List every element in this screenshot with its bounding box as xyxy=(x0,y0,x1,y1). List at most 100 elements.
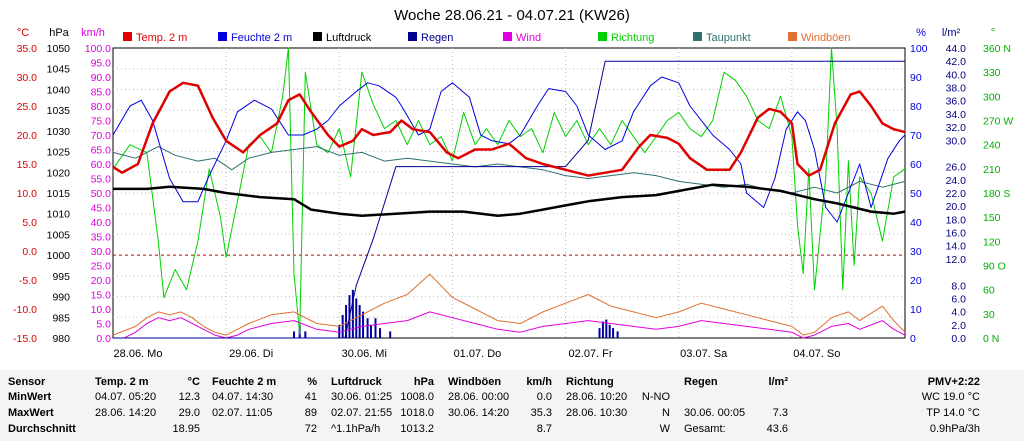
rain-bar xyxy=(338,324,341,338)
pressure-tick-label: 1015 xyxy=(47,188,71,200)
wind-tick-label: 45.0 xyxy=(91,203,112,215)
stats-unit-hum: % xyxy=(307,376,317,388)
wind-tick-label: 85.0 xyxy=(91,87,112,99)
stats-time-gust: 28.06. 00:00 xyxy=(448,391,510,403)
legend-label: Richtung xyxy=(611,32,654,44)
legend-swatch xyxy=(693,32,702,41)
stats-time-dir: 28.06. 10:30 xyxy=(566,407,628,419)
stats-time-press: ^1.1hPa/h xyxy=(331,423,381,435)
rain-tick-label: 4.0 xyxy=(951,307,966,319)
legend-swatch xyxy=(218,32,227,41)
rain-tick-label: 32.0 xyxy=(946,122,967,134)
rain-tick-label: 2.0 xyxy=(951,320,966,332)
direction-unit-label: ° xyxy=(991,27,995,39)
weather-chart: Woche 28.06.21 - 04.07.21 (KW26) °C hPa … xyxy=(13,7,1013,360)
legend-swatch xyxy=(408,32,417,41)
rain-tick-label: 16.0 xyxy=(946,228,967,240)
wind-tick-label: 25.0 xyxy=(91,261,112,273)
wind-tick-label: 0.0 xyxy=(96,333,111,345)
temp-tick-label: 10.0 xyxy=(17,188,38,200)
stats-panel: Sensor MinWert MaxWert Durchschnitt Temp. 2 … xyxy=(0,370,1024,441)
temp-tick-label: 25.0 xyxy=(17,101,38,113)
rain-tick-label: 18.0 xyxy=(946,214,967,226)
temp-tick-label: -5.0 xyxy=(19,275,37,287)
stats-unit-press: hPa xyxy=(413,376,434,388)
rain-bar xyxy=(598,328,601,338)
rain-bar xyxy=(304,331,307,338)
rain-bar xyxy=(612,328,615,338)
stats-header-hum: Feuchte 2 m xyxy=(212,376,277,388)
direction-tick-label: 30 xyxy=(983,309,995,321)
legend-label: Regen xyxy=(421,32,453,44)
humidity-tick-label: 0 xyxy=(910,333,916,345)
wind-tick-label: 100.0 xyxy=(85,43,111,55)
wind-tick-label: 35.0 xyxy=(91,232,112,244)
stats-time-rain: Gesamt: xyxy=(684,423,726,435)
rain-tick-label: 34.0 xyxy=(946,109,967,121)
wind-tick-label: 65.0 xyxy=(91,145,112,157)
rain-tick-label: 8.0 xyxy=(951,280,966,292)
rain-bar xyxy=(293,331,296,338)
stats-unit-rain: l/m² xyxy=(768,376,788,388)
legend-label: Temp. 2 m xyxy=(136,32,187,44)
temp-tick-label: -15.0 xyxy=(13,333,37,345)
series-line-wind xyxy=(113,311,906,339)
stats-time-hum: 04.07. 14:30 xyxy=(212,391,274,403)
series-lines xyxy=(112,47,906,339)
stats-time-rain: 30.06. 00:05 xyxy=(684,407,746,419)
rain-tick-label: 30.0 xyxy=(946,135,967,147)
wind-tick-label: 55.0 xyxy=(91,174,112,186)
stats-unit-temp: °C xyxy=(187,376,200,388)
stats-value-temp: 18.95 xyxy=(172,423,200,435)
series-line-regen xyxy=(113,60,905,339)
legend-label: Feuchte 2 m xyxy=(231,32,292,44)
wind-tick-label: 70.0 xyxy=(91,130,112,142)
stats-row-label: Durchschnitt xyxy=(8,423,76,435)
x-tick-label: 03.07. Sa xyxy=(680,348,728,360)
legend-label: Taupunkt xyxy=(706,32,751,44)
stats-value-hum: 89 xyxy=(304,407,317,419)
rain-bar xyxy=(366,318,369,338)
series-line-temp-2-m xyxy=(112,81,906,177)
wind-tick-label: 15.0 xyxy=(91,290,112,302)
pressure-tick-label: 1020 xyxy=(47,167,71,179)
temp-tick-label: 5.0 xyxy=(22,217,37,229)
series-line-luftdruck xyxy=(113,183,906,218)
humidity-tick-label: 20 xyxy=(910,275,922,287)
humidity-tick-label: 10 xyxy=(910,304,922,316)
stats-value-gust: 35.3 xyxy=(530,407,552,419)
stats-header-rain: Regen xyxy=(684,376,718,388)
rain-tick-label: 0.0 xyxy=(951,333,966,345)
wind-tick-label: 75.0 xyxy=(91,116,112,128)
rain-tick-label: 14.0 xyxy=(946,241,967,253)
wind-tick-label: 5.0 xyxy=(96,319,111,331)
rain-bar xyxy=(379,328,382,338)
stats-value-gust: 0.0 xyxy=(536,391,552,403)
legend-swatch xyxy=(123,32,132,41)
pressure-tick-label: 1005 xyxy=(47,229,71,241)
rain-tick-label: 24.0 xyxy=(946,175,967,187)
wind-unit-label: km/h xyxy=(81,27,105,39)
legend-swatch xyxy=(598,32,607,41)
humidity-tick-label: 80 xyxy=(910,101,922,113)
wind-tick-label: 10.0 xyxy=(91,304,112,316)
rain-bar xyxy=(616,331,619,338)
legend-label: Luftdruck xyxy=(326,32,372,44)
pressure-tick-label: 1010 xyxy=(47,209,71,221)
rain-bar xyxy=(374,318,377,338)
humidity-tick-label: 60 xyxy=(910,159,922,171)
direction-tick-label: 0 N xyxy=(983,333,999,345)
rain-bar xyxy=(358,305,361,338)
rain-tick-label: 44.0 xyxy=(946,43,967,55)
pressure-tick-label: 1000 xyxy=(47,250,71,262)
rain-tick-label: 40.0 xyxy=(946,69,967,81)
stats-time-press: 02.07. 21:55 xyxy=(331,407,393,419)
humidity-tick-label: 100 xyxy=(910,43,928,55)
temp-tick-label: 15.0 xyxy=(17,159,38,171)
humidity-tick-label: 40 xyxy=(910,217,922,229)
rain-bar xyxy=(389,331,392,338)
stats-value-gust: 8.7 xyxy=(536,423,552,435)
pressure-tick-label: 995 xyxy=(52,271,70,283)
temp-tick-label: 35.0 xyxy=(17,43,38,55)
stats-header-dir: Richtung xyxy=(566,376,614,388)
